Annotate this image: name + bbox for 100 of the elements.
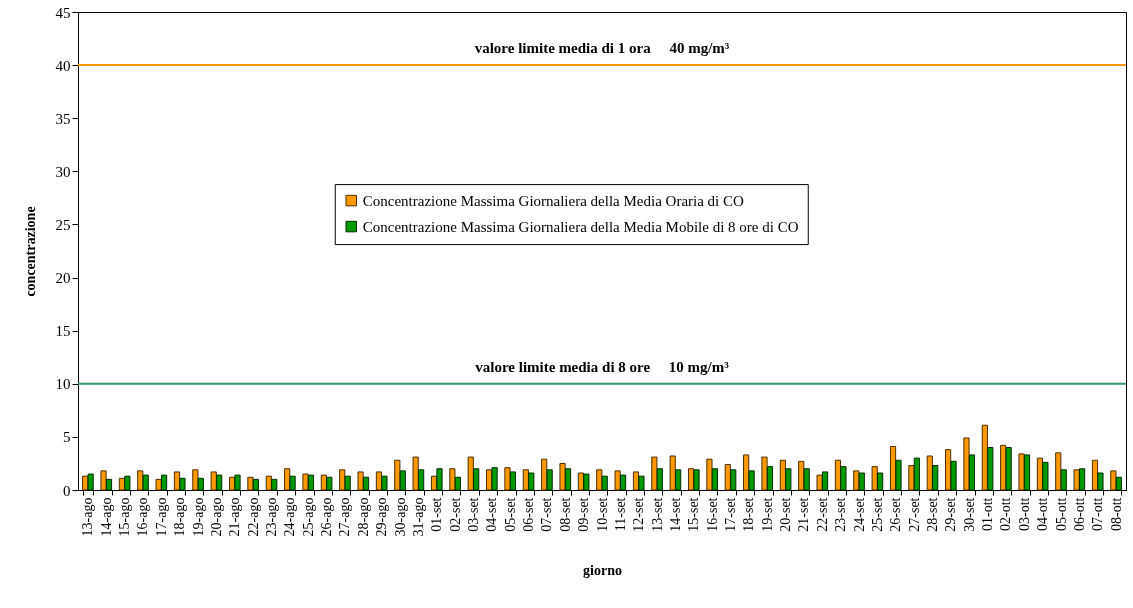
x-tick-label: 15-set: [686, 497, 702, 532]
bar: [362, 476, 370, 491]
bar: [871, 466, 878, 491]
bar: [173, 471, 181, 491]
bar: [853, 470, 860, 491]
x-tick-label: 06-ott: [1071, 497, 1087, 531]
bar: [1060, 469, 1067, 491]
bar: [155, 478, 162, 491]
x-tick-label: 22-set: [814, 497, 830, 532]
bar: [307, 474, 315, 491]
bar: [651, 456, 658, 491]
bar: [412, 456, 419, 491]
x-tick-label: 28-ago: [355, 497, 371, 537]
x-tick-label: 05-ott: [1053, 497, 1069, 531]
y-tick-label: 30: [55, 163, 71, 180]
x-tick-label: 02-ott: [998, 497, 1014, 531]
x-tick-label: 21-set: [796, 497, 812, 532]
bar: [210, 471, 217, 491]
bar: [105, 478, 113, 491]
bar: [656, 468, 663, 491]
bar: [216, 474, 223, 491]
x-tick-label: 16-ago: [135, 497, 151, 537]
x-tick-label: 08-set: [557, 497, 573, 532]
ref-line-label: valore limite media di 1 ora 40 mg/m³: [474, 40, 730, 57]
bar: [491, 467, 498, 491]
x-tick-label: 04-set: [484, 497, 500, 532]
x-axis-title: giorno: [583, 563, 622, 579]
ref-line-label: valore limite media di 8 ore 10 mg/m³: [475, 358, 730, 375]
bar: [913, 457, 920, 491]
x-tick-label: 18-ago: [172, 497, 188, 537]
y-tick-label: 40: [55, 57, 71, 74]
x-tick-label: 24-set: [851, 497, 867, 532]
bar: [192, 469, 199, 491]
legend-label: Concentrazione Massima Giornaliera della Media Oraria di CO: [362, 192, 745, 209]
bar: [559, 462, 566, 491]
bar: [124, 475, 131, 491]
bar: [1018, 453, 1025, 491]
bar: [748, 470, 755, 491]
y-tick-label: 10: [55, 376, 71, 393]
bar: [620, 474, 627, 491]
bar: [564, 468, 572, 491]
bar: [1097, 472, 1104, 491]
bar: [743, 454, 750, 491]
bar: [877, 472, 884, 491]
bar: [908, 465, 915, 491]
bar: [454, 476, 461, 491]
bar: [179, 477, 186, 491]
x-tick-label: 23-ago: [264, 497, 280, 537]
bar: [289, 475, 296, 491]
x-tick-label: 13-ago: [80, 497, 96, 537]
y-tick-label: 25: [55, 216, 71, 233]
x-tick-label: 08-ott: [1108, 497, 1124, 531]
x-tick-label: 25-set: [869, 497, 885, 532]
bar: [142, 474, 149, 491]
bar: [247, 476, 254, 491]
bar: [137, 470, 144, 491]
bar: [302, 473, 309, 491]
bar: [766, 466, 774, 491]
bar: [950, 460, 957, 491]
bar: [816, 474, 823, 491]
x-tick-label: 15-ago: [117, 497, 133, 537]
x-tick-label: 14-ago: [98, 497, 114, 537]
y-tick-label: 15: [55, 323, 71, 340]
x-tick-label: 27-set: [906, 497, 922, 532]
x-tick-label: 20-set: [778, 497, 794, 532]
bar: [1073, 469, 1080, 491]
x-tick-label: 28-set: [924, 497, 940, 532]
bar: [504, 467, 511, 491]
x-tick-label: 26-set: [888, 497, 904, 532]
bar: [339, 469, 346, 491]
x-tick-label: 26-ago: [319, 497, 335, 537]
x-tick-label: 22-ago: [245, 497, 261, 537]
bar: [1023, 454, 1031, 491]
bar: [730, 469, 737, 491]
bar: [968, 454, 976, 491]
bar: [87, 473, 94, 491]
x-tick-label: 21-ago: [227, 497, 243, 537]
bar: [932, 465, 939, 491]
y-tick-label: 35: [55, 110, 71, 127]
bar: [418, 469, 425, 491]
bar: [706, 458, 713, 491]
legend-label: Concentrazione Massima Giornaliera della Media Mobile di 8 ore di CO: [362, 218, 799, 235]
x-tick-label: 04-ott: [1035, 497, 1051, 531]
x-tick-label: 24-ago: [282, 497, 298, 537]
x-tick-label: 19-ago: [190, 497, 206, 537]
y-tick-label: 20: [55, 270, 71, 287]
bar: [632, 471, 640, 491]
y-tick-label: 45: [55, 4, 71, 21]
x-tick-label: 07-set: [539, 497, 555, 532]
bar: [1005, 447, 1012, 491]
x-tick-label: 25-ago: [300, 497, 316, 537]
bar: [711, 468, 718, 491]
bar: [436, 468, 443, 491]
bar: [1055, 452, 1062, 491]
x-tick-label: 03-ott: [1016, 497, 1032, 531]
bar: [596, 469, 603, 491]
bar: [785, 468, 792, 491]
bar: [160, 474, 168, 491]
x-tick-label: 29-set: [943, 497, 959, 532]
bar: [963, 437, 970, 491]
